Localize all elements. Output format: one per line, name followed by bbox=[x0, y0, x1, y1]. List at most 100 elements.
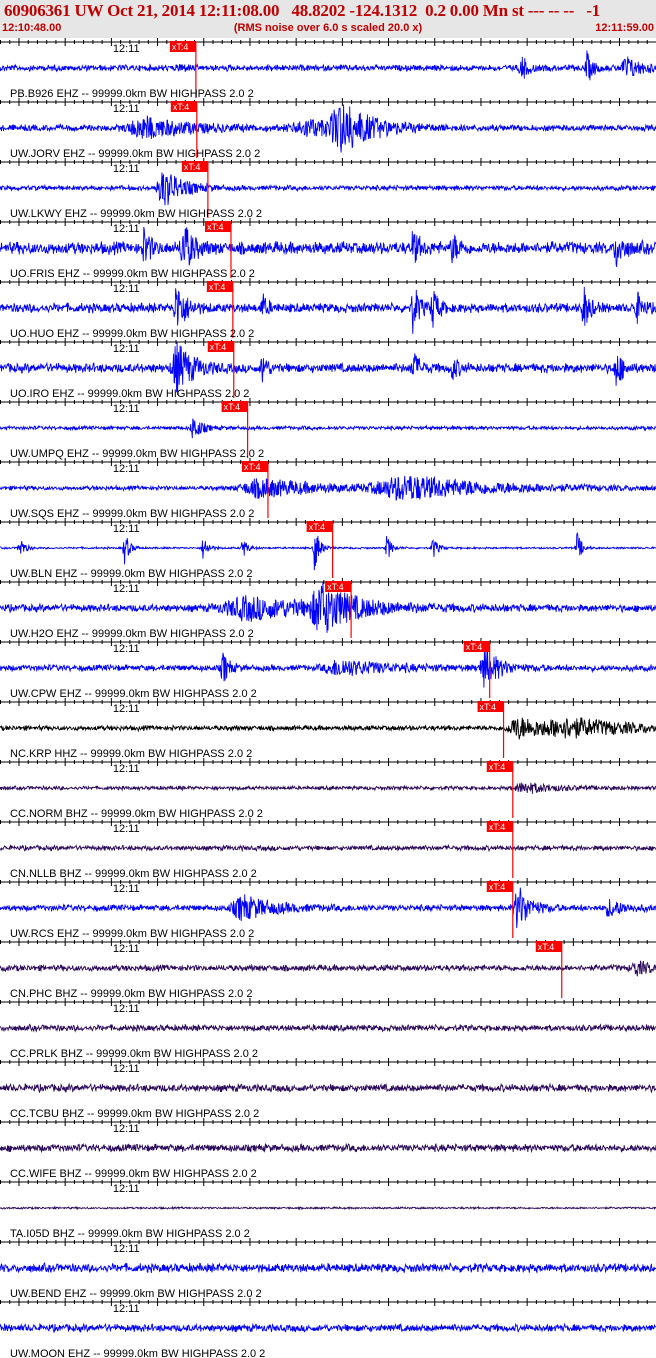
minute-tick-label: 12:11 bbox=[113, 43, 140, 55]
minute-tick-label: 12:11 bbox=[113, 1303, 140, 1315]
station-label: UW.LKWY EHZ -- 99999.0km BW HIGHPASS 2.0… bbox=[10, 208, 262, 220]
trace-11: 12:11 xT:4 NC.KRP HHZ -- 99999.0km BW HIGH… bbox=[0, 698, 656, 760]
trace-8: 12:11 xT:4 UW.BLN EHZ -- 99999.0km BW HIGH… bbox=[0, 518, 656, 580]
minute-tick-label: 12:11 bbox=[113, 883, 140, 895]
seismogram-plot: 12:11 xT:4 PB.B926 EHZ -- 99999.0km BW HIG… bbox=[0, 38, 656, 1358]
trace-6: 12:11 xT:4 UW.UMPQ EHZ -- 99999.0km BW HIG… bbox=[0, 398, 656, 460]
minute-tick-label: 12:11 bbox=[113, 763, 140, 775]
trace-2: 12:11 xT:4 UW.LKWY EHZ -- 99999.0km BW HIG… bbox=[0, 158, 656, 220]
trace-20: 12:11 UW.BEND EHZ -- 99999.0km BW HIGHPAS… bbox=[0, 1238, 656, 1300]
pick-label: xT:4 bbox=[489, 762, 506, 772]
pick-flag bbox=[221, 401, 248, 412]
station-label: PB.B926 EHZ -- 99999.0km BW HIGHPASS 2.0… bbox=[10, 88, 254, 100]
event-title: 60906361 UW Oct 21, 2014 12:11:08.00 48.… bbox=[4, 1, 601, 20]
minute-tick-label: 12:11 bbox=[113, 1123, 140, 1135]
pick-label: xT:4 bbox=[184, 162, 201, 172]
pick-label: xT:4 bbox=[489, 822, 506, 832]
pick-flag bbox=[486, 821, 513, 832]
waveform bbox=[0, 531, 656, 571]
trace-4: 12:11 xT:4 UO.HUO EHZ -- 99999.0km BW HIGH… bbox=[0, 278, 656, 340]
minute-tick-label: 12:11 bbox=[113, 1063, 140, 1075]
trace-12: 12:11 xT:4 CC.NORM BHZ -- 99999.0km BW HIG… bbox=[0, 758, 656, 820]
trace-10: 12:11 xT:4 UW.CPW EHZ -- 99999.0km BW HIGH… bbox=[0, 638, 656, 700]
waveform bbox=[0, 647, 656, 688]
waveform bbox=[0, 50, 656, 81]
pick-flag bbox=[486, 761, 513, 772]
pick-flag bbox=[325, 581, 352, 592]
station-label: UW.UMPQ EHZ -- 99999.0km BW HIGHPASS 2.0… bbox=[10, 448, 264, 460]
pick-flag bbox=[486, 881, 513, 892]
station-label: CN.PHC BHZ -- 99999.0km BW HIGHPASS 2.0 … bbox=[10, 988, 252, 1000]
minute-tick-label: 12:11 bbox=[113, 403, 140, 415]
minute-tick-label: 12:11 bbox=[113, 283, 140, 295]
trace-13: 12:11 xT:4 CN.NLLB BHZ -- 99999.0km BW HIG… bbox=[0, 818, 656, 880]
waveform bbox=[0, 341, 656, 395]
trace-7: 12:11 xT:4 UW.SQS EHZ -- 99999.0km BW HIGH… bbox=[0, 458, 656, 520]
waveform bbox=[0, 475, 656, 501]
pick-flag bbox=[170, 101, 197, 112]
waveform bbox=[0, 1082, 656, 1094]
minute-tick-label: 12:11 bbox=[113, 703, 140, 715]
trace-21: 12:11 UW.MOON EHZ -- 99999.0km BW HIGHPAS… bbox=[0, 1298, 656, 1358]
waveform bbox=[0, 717, 656, 740]
minute-tick-label: 12:11 bbox=[113, 343, 140, 355]
waveform bbox=[0, 582, 656, 633]
station-label: UW.RCS EHZ -- 99999.0km BW HIGHPASS 2.0 … bbox=[10, 928, 254, 940]
pick-label: xT:4 bbox=[489, 882, 506, 892]
pick-flag bbox=[207, 341, 234, 352]
pick-label: xT:4 bbox=[172, 42, 189, 52]
minute-tick-label: 12:11 bbox=[113, 1183, 140, 1195]
pick-label: xT:4 bbox=[480, 702, 497, 712]
minute-tick-label: 12:11 bbox=[113, 1003, 140, 1015]
trace-5: 12:11 xT:4 UO.IRO EHZ -- 99999.0km BW HIGH… bbox=[0, 338, 656, 400]
minute-tick-label: 12:11 bbox=[113, 643, 140, 655]
station-label: UW.BLN EHZ -- 99999.0km BW HIGHPASS 2.0 … bbox=[10, 568, 252, 580]
pick-flag bbox=[169, 41, 196, 52]
waveform bbox=[0, 1205, 656, 1211]
trace-3: 12:11 xT:4 UO.FRIS EHZ -- 99999.0km BW HIG… bbox=[0, 218, 656, 280]
waveform bbox=[0, 960, 656, 977]
waveform bbox=[0, 172, 656, 206]
pick-label: xT:4 bbox=[173, 102, 190, 112]
minute-tick-label: 12:11 bbox=[113, 823, 140, 835]
minute-tick-label: 12:11 bbox=[113, 943, 140, 955]
start-time-label: 12:10:48.00 bbox=[2, 22, 62, 34]
trace-16: 12:11 CC.PRLK BHZ -- 99999.0km BW HIGHPAS… bbox=[0, 998, 656, 1060]
station-label: NC.KRP HHZ -- 99999.0km BW HIGHPASS 2.0 … bbox=[10, 748, 252, 760]
waveform bbox=[0, 1023, 656, 1033]
trace-14: 12:11 xT:4 UW.RCS EHZ -- 99999.0km BW HIGH… bbox=[0, 878, 656, 940]
station-label: UO.FRIS EHZ -- 99999.0km BW HIGHPASS 2.0… bbox=[10, 268, 255, 280]
pick-label: xT:4 bbox=[224, 402, 241, 412]
station-label: CC.WIFE BHZ -- 99999.0km BW HIGHPASS 2.0… bbox=[10, 1168, 257, 1180]
station-label: UW.MOON EHZ -- 99999.0km BW HIGHPASS 2.0… bbox=[10, 1348, 265, 1358]
pick-flag bbox=[181, 161, 208, 172]
waveform bbox=[0, 226, 656, 267]
pick-flag bbox=[204, 221, 231, 232]
waveform bbox=[0, 286, 656, 334]
waveform bbox=[0, 782, 656, 794]
pick-label: xT:4 bbox=[466, 642, 483, 652]
station-label: UO.HUO EHZ -- 99999.0km BW HIGHPASS 2.0 … bbox=[10, 328, 254, 340]
station-label: CN.NLLB BHZ -- 99999.0km BW HIGHPASS 2.0… bbox=[10, 868, 257, 880]
waveform bbox=[0, 1322, 656, 1334]
rms-noise-subtitle: (RMS noise over 6.0 s scaled 20.0 x) bbox=[233, 22, 423, 34]
pick-flag bbox=[477, 701, 504, 712]
trace-19: 12:11 TA.I05D BHZ -- 99999.0km BW HIGHPAS… bbox=[0, 1178, 656, 1240]
minute-tick-label: 12:11 bbox=[113, 583, 140, 595]
minute-tick-label: 12:11 bbox=[113, 163, 140, 175]
station-label: CC.NORM BHZ -- 99999.0km BW HIGHPASS 2.0… bbox=[10, 808, 263, 820]
pick-flag bbox=[306, 521, 333, 532]
waveform bbox=[0, 418, 656, 439]
header-bar: 60906361 UW Oct 21, 2014 12:11:08.00 48.… bbox=[0, 0, 656, 38]
waveform bbox=[0, 104, 656, 153]
pick-flag bbox=[206, 281, 233, 292]
trace-0: 12:11 xT:4 PB.B926 EHZ -- 99999.0km BW HIG… bbox=[0, 38, 656, 100]
pick-flag bbox=[241, 461, 268, 472]
trace-1: 12:11 xT:4 UW.JORV EHZ -- 99999.0km BW HIG… bbox=[0, 98, 656, 160]
waveform bbox=[0, 843, 656, 853]
minute-tick-label: 12:11 bbox=[113, 223, 140, 235]
pick-label: xT:4 bbox=[209, 282, 226, 292]
end-time-label: 12:11:59.00 bbox=[595, 22, 654, 34]
pick-label: xT:4 bbox=[327, 582, 344, 592]
pick-flag bbox=[463, 641, 490, 652]
